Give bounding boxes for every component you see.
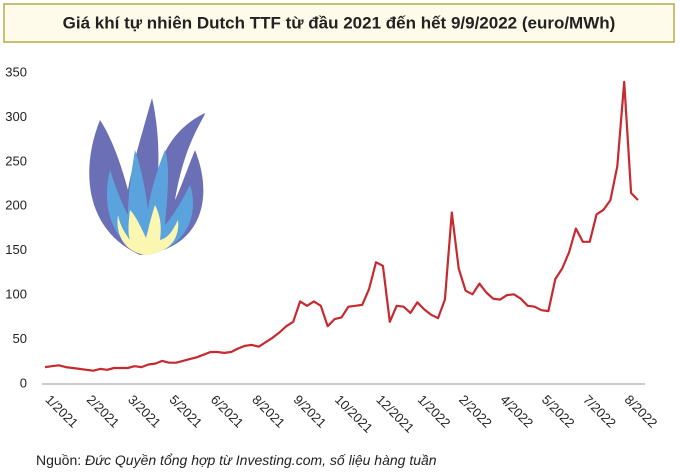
x-tick-label: 2/2021 [84, 392, 123, 431]
x-tick-label: 8/2022 [622, 392, 661, 431]
x-tick-label: 1/2021 [42, 392, 81, 431]
x-tick-label: 1/2022 [415, 392, 454, 431]
y-tick-label: 350 [5, 64, 27, 79]
flame-inner [117, 205, 179, 255]
y-tick-label: 250 [5, 153, 27, 168]
chart-title: Giá khí tự nhiên Dutch TTF từ đầu 2021 đ… [63, 13, 616, 32]
flame-icon [89, 98, 205, 255]
x-tick-label: 9/2021 [291, 392, 330, 431]
y-tick-label: 200 [5, 198, 27, 213]
x-tick-label: 6/2021 [208, 392, 247, 431]
y-tick-label: 100 [5, 287, 27, 302]
source-label: Nguồn: [36, 452, 81, 468]
source-note: Nguồn: Đức Quyền tổng hợp từ Investing.c… [36, 452, 437, 468]
x-tick-label: 5/2021 [167, 392, 206, 431]
x-tick-label: 7/2022 [580, 392, 619, 431]
x-tick-label: 8/2021 [249, 392, 288, 431]
x-tick-label: 12/2021 [373, 392, 417, 436]
x-tick-label: 2/2022 [456, 392, 495, 431]
x-tick-label: 4/2022 [498, 392, 537, 431]
price-line [44, 80, 639, 372]
source-text: Đức Quyền tổng hợp từ Investing.com, số … [85, 452, 437, 468]
y-tick-label: 50 [13, 331, 27, 346]
x-tick-label: 3/2021 [125, 392, 164, 431]
x-tick-label: 5/2022 [539, 392, 578, 431]
flame-middle [106, 150, 193, 255]
y-tick-label: 300 [5, 109, 27, 124]
y-tick-label: 0 [20, 375, 27, 390]
x-tick-label: 10/2021 [332, 392, 376, 436]
title-box [3, 3, 675, 43]
y-tick-label: 150 [5, 242, 27, 257]
